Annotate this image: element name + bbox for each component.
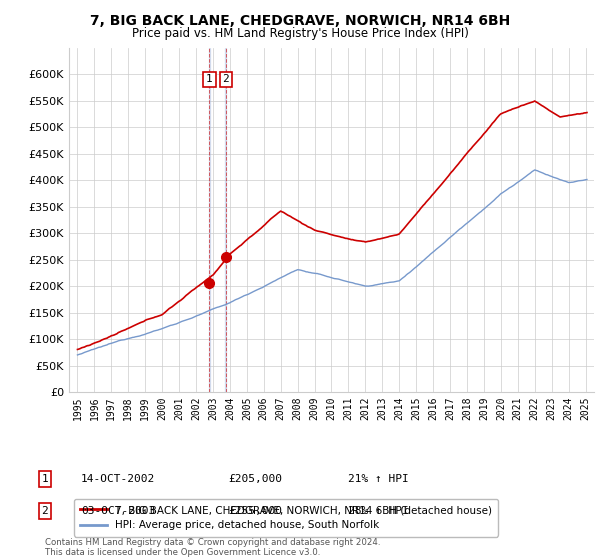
Legend: 7, BIG BACK LANE, CHEDGRAVE, NORWICH, NR14 6BH (detached house), HPI: Average pr: 7, BIG BACK LANE, CHEDGRAVE, NORWICH, NR… (74, 499, 498, 536)
Text: £255,000: £255,000 (228, 506, 282, 516)
Text: 7, BIG BACK LANE, CHEDGRAVE, NORWICH, NR14 6BH: 7, BIG BACK LANE, CHEDGRAVE, NORWICH, NR… (90, 14, 510, 28)
Bar (209, 48, 210, 392)
Text: Price paid vs. HM Land Registry's House Price Index (HPI): Price paid vs. HM Land Registry's House … (131, 27, 469, 40)
Text: 03-OCT-2003: 03-OCT-2003 (81, 506, 155, 516)
Text: 2: 2 (222, 74, 229, 85)
Text: Contains HM Land Registry data © Crown copyright and database right 2024.
This d: Contains HM Land Registry data © Crown c… (45, 538, 380, 557)
Text: 1: 1 (41, 474, 49, 484)
Text: 14-OCT-2002: 14-OCT-2002 (81, 474, 155, 484)
Text: £205,000: £205,000 (228, 474, 282, 484)
Text: 21% ↑ HPI: 21% ↑ HPI (348, 474, 409, 484)
Text: 28% ↑ HPI: 28% ↑ HPI (348, 506, 409, 516)
Text: 1: 1 (206, 74, 213, 85)
Text: 2: 2 (41, 506, 49, 516)
Bar (225, 48, 226, 392)
